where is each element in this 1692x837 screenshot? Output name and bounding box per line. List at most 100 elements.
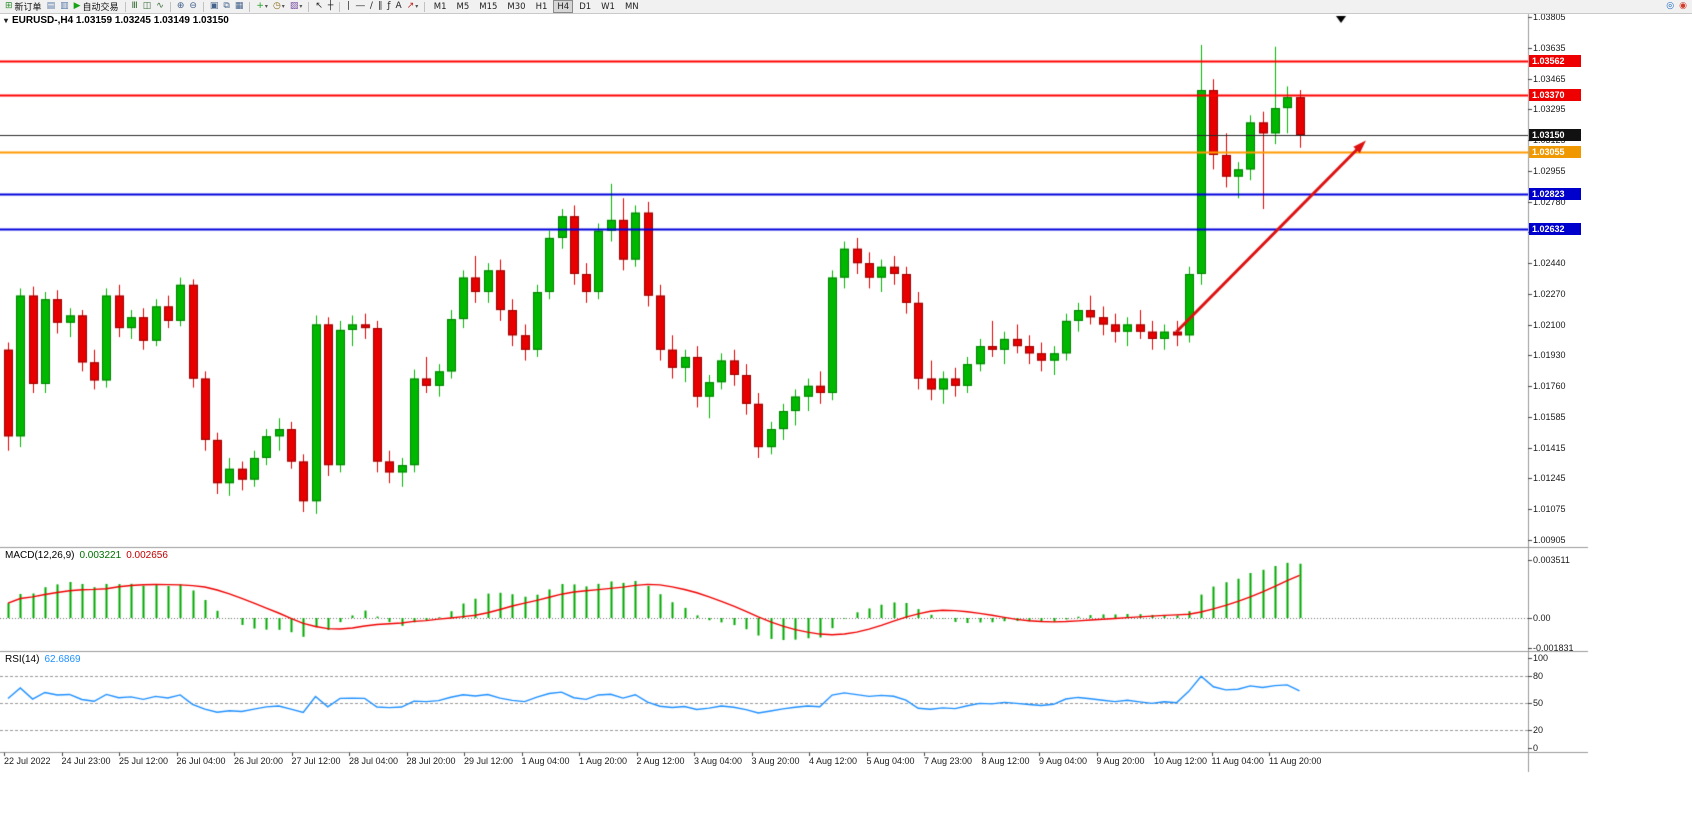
price-axis-label: 1.01585	[1533, 411, 1566, 422]
line-chart-icon[interactable]: ∿	[154, 1, 166, 13]
arrows-icon[interactable]: ↗ ▾	[405, 1, 421, 13]
text-icon: A	[395, 1, 402, 11]
fibonacci-icon[interactable]: ƒ	[385, 1, 392, 13]
time-axis-label: 28 Jul 20:00	[406, 756, 456, 766]
timeframe-button-m30[interactable]: M30	[507, 1, 526, 12]
notifications-icon[interactable]: ◉	[1677, 1, 1689, 13]
text-icon[interactable]: A	[394, 1, 404, 13]
zoom-out-icon: ⊖	[189, 1, 197, 11]
price-axis-label: 1.03805	[1533, 12, 1566, 22]
candlestick-chart-icon: ◫	[142, 1, 152, 11]
price-tag: 1.03150	[1529, 129, 1581, 142]
chart-menu-icon[interactable]: ▾	[4, 16, 9, 25]
timeframe-button-m1[interactable]: M1	[433, 1, 447, 12]
vertical-line-icon: ∣	[346, 1, 351, 11]
chevron-down-icon: ▾	[281, 3, 285, 10]
notifications-icon: ◉	[1679, 1, 1687, 11]
time-axis-label: 7 Aug 23:00	[924, 756, 973, 766]
timeframe-button-w1[interactable]: W1	[601, 1, 615, 12]
cascade-windows-icon[interactable]: ⧉	[221, 1, 231, 13]
timeframe-button-d1[interactable]: D1	[579, 1, 592, 12]
cursor-icon[interactable]: ↖	[313, 1, 325, 13]
horizontal-line-icon: ―	[355, 1, 365, 11]
time-axis-label: 22 Jul 2022	[4, 756, 51, 766]
toolbar-separator	[124, 1, 126, 12]
price-axis-label: 1.03635	[1533, 42, 1566, 53]
fibonacci-icon: ƒ	[387, 1, 391, 11]
price-axis-label: 1.03465	[1533, 73, 1566, 84]
cascade-windows-icon: ⧉	[223, 1, 230, 11]
price-axis-label: 1.02440	[1533, 258, 1566, 269]
macd-label: MACD(12,26,9) 0.003221 0.002656	[5, 550, 168, 561]
templates-icon[interactable]: ▨ ▾	[288, 1, 305, 13]
crosshair-icon[interactable]: ┼	[326, 1, 335, 13]
price-tag: 1.02632	[1529, 222, 1581, 235]
timeframe-button-m15[interactable]: M15	[479, 1, 498, 12]
chart-title-text: EURUSD-,H4 1.03159 1.03245 1.03149 1.031…	[12, 15, 229, 26]
channel-icon[interactable]: ∥	[376, 1, 385, 13]
zoom-out-icon[interactable]: ⊖	[187, 1, 199, 13]
toolbar-separator	[424, 1, 426, 12]
trendline-icon: ∕	[369, 1, 373, 11]
timeframe-button-h4[interactable]: H4	[553, 0, 574, 13]
rsi-name: RSI(14)	[5, 654, 40, 665]
timeframe-button-m5[interactable]: M5	[456, 1, 470, 12]
toolbar-separator	[202, 1, 204, 12]
toolbar-separator	[169, 1, 171, 12]
time-axis-label: 4 Aug 12:00	[809, 756, 858, 766]
time-axis-label: 26 Jul 04:00	[176, 756, 226, 766]
arrange-windows-icon[interactable]: ▦	[233, 1, 246, 13]
time-axis-label: 2 Aug 12:00	[636, 756, 685, 766]
periods-icon[interactable]: ◷ ▾	[271, 1, 287, 13]
channel-icon: ∥	[377, 1, 383, 11]
horizontal-line-icon[interactable]: ―	[354, 1, 367, 13]
time-axis-label: 26 Jul 20:00	[234, 756, 284, 766]
crosshair-icon: ┼	[327, 1, 334, 11]
line-chart-icon: ∿	[156, 1, 164, 11]
new-order-button[interactable]: ⊞ 新订单	[3, 1, 44, 13]
price-axis-label: 1.02100	[1533, 319, 1566, 330]
bar-chart-icon[interactable]: Ⅲ	[130, 1, 140, 13]
macd-axis-label: 0.00	[1533, 613, 1551, 623]
timeframe-button-h1[interactable]: H1	[535, 1, 548, 12]
charts-grid-icon: ▤	[46, 1, 56, 11]
new-order-icon: ⊞	[5, 1, 13, 11]
auto-trading-button[interactable]: ▶ 自动交易	[72, 1, 121, 13]
new-order-button-label: 新订单	[14, 3, 42, 13]
macd-value-main: 0.003221	[79, 550, 122, 561]
toolbar-separator	[339, 1, 341, 12]
charts-grid-icon[interactable]: ▤	[45, 1, 58, 13]
time-axis-label: 28 Jul 04:00	[349, 756, 399, 766]
chart-window-icon[interactable]: ▥	[58, 1, 71, 13]
price-axis-label: 1.00905	[1533, 535, 1566, 545]
time-axis-label: 3 Aug 04:00	[694, 756, 743, 766]
chevron-down-icon: ▾	[415, 3, 419, 10]
time-axis-label: 9 Aug 20:00	[1096, 756, 1145, 766]
time-axis-label: 5 Aug 04:00	[866, 756, 915, 766]
time-axis-label: 11 Aug 04:00	[1211, 756, 1264, 766]
tile-windows-icon[interactable]: ▣	[208, 1, 221, 13]
macd-name: MACD(12,26,9)	[5, 550, 75, 561]
vertical-line-icon[interactable]: ∣	[344, 1, 353, 13]
indicators-icon[interactable]: + ▾	[254, 1, 270, 13]
periods-icon: ◷	[272, 1, 281, 11]
price-axis-label: 1.01760	[1533, 381, 1566, 392]
chevron-down-icon: ▾	[264, 3, 268, 10]
time-axis-label: 10 Aug 12:00	[1154, 756, 1208, 766]
trendline-icon[interactable]: ∕	[368, 1, 375, 13]
arrows-icon: ↗	[406, 1, 415, 11]
rsi-axis-label: 50	[1533, 698, 1544, 708]
chart-title: ▾ EURUSD-,H4 1.03159 1.03245 1.03149 1.0…	[4, 15, 229, 26]
search-icon[interactable]: ◎	[1664, 1, 1676, 13]
auto-trading-icon: ▶	[73, 1, 81, 11]
price-axis-label: 1.01415	[1533, 442, 1566, 453]
timeframe-button-mn[interactable]: MN	[624, 1, 639, 12]
zoom-in-icon[interactable]: ⊕	[175, 1, 187, 13]
price-axis-label: 1.02955	[1533, 165, 1566, 176]
indicators-icon: +	[256, 1, 264, 11]
candlestick-chart-icon[interactable]: ◫	[141, 1, 154, 13]
rsi-axis-label: 20	[1533, 725, 1544, 735]
price-axis-label: 1.01245	[1533, 473, 1566, 484]
